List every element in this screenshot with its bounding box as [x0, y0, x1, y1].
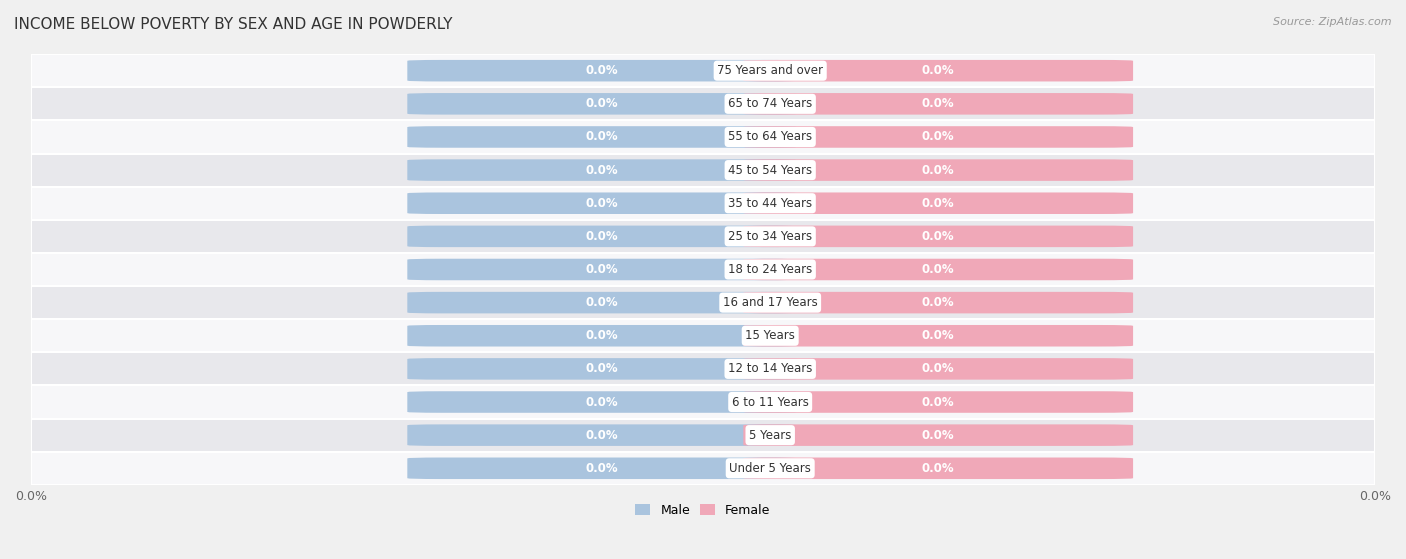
- Text: 0.0%: 0.0%: [922, 396, 955, 409]
- FancyBboxPatch shape: [408, 93, 797, 115]
- Text: 0.0%: 0.0%: [922, 263, 955, 276]
- Text: 45 to 54 Years: 45 to 54 Years: [728, 164, 813, 177]
- Bar: [31, 452, 1375, 485]
- FancyBboxPatch shape: [408, 358, 797, 380]
- FancyBboxPatch shape: [744, 457, 1133, 479]
- FancyBboxPatch shape: [408, 325, 797, 347]
- FancyBboxPatch shape: [744, 226, 1133, 247]
- Text: 0.0%: 0.0%: [922, 329, 955, 342]
- FancyBboxPatch shape: [744, 126, 1133, 148]
- Text: 0.0%: 0.0%: [586, 164, 619, 177]
- Text: 55 to 64 Years: 55 to 64 Years: [728, 130, 813, 144]
- FancyBboxPatch shape: [744, 192, 1133, 214]
- FancyBboxPatch shape: [744, 259, 1133, 280]
- FancyBboxPatch shape: [408, 457, 797, 479]
- Bar: [31, 187, 1375, 220]
- Text: 6 to 11 Years: 6 to 11 Years: [731, 396, 808, 409]
- FancyBboxPatch shape: [744, 292, 1133, 314]
- Text: 0.0%: 0.0%: [586, 97, 619, 110]
- FancyBboxPatch shape: [408, 391, 797, 413]
- FancyBboxPatch shape: [744, 325, 1133, 347]
- Bar: [31, 253, 1375, 286]
- Text: 0.0%: 0.0%: [922, 429, 955, 442]
- Bar: [31, 419, 1375, 452]
- Text: 0.0%: 0.0%: [586, 429, 619, 442]
- Bar: [31, 352, 1375, 386]
- Text: 0.0%: 0.0%: [586, 296, 619, 309]
- Text: 12 to 14 Years: 12 to 14 Years: [728, 362, 813, 376]
- Text: 0.0%: 0.0%: [922, 462, 955, 475]
- Text: 75 Years and over: 75 Years and over: [717, 64, 823, 77]
- Text: 25 to 34 Years: 25 to 34 Years: [728, 230, 813, 243]
- Text: 0.0%: 0.0%: [922, 362, 955, 376]
- Bar: [31, 154, 1375, 187]
- Bar: [31, 120, 1375, 154]
- Text: 35 to 44 Years: 35 to 44 Years: [728, 197, 813, 210]
- FancyBboxPatch shape: [744, 358, 1133, 380]
- Text: 0.0%: 0.0%: [922, 97, 955, 110]
- FancyBboxPatch shape: [744, 424, 1133, 446]
- FancyBboxPatch shape: [408, 126, 797, 148]
- Text: 65 to 74 Years: 65 to 74 Years: [728, 97, 813, 110]
- Text: 0.0%: 0.0%: [586, 362, 619, 376]
- Text: 0.0%: 0.0%: [586, 130, 619, 144]
- Text: 5 Years: 5 Years: [749, 429, 792, 442]
- Text: 0.0%: 0.0%: [586, 64, 619, 77]
- Text: 15 Years: 15 Years: [745, 329, 796, 342]
- Bar: [31, 386, 1375, 419]
- Text: 0.0%: 0.0%: [586, 462, 619, 475]
- FancyBboxPatch shape: [408, 192, 797, 214]
- FancyBboxPatch shape: [744, 391, 1133, 413]
- Text: 0.0%: 0.0%: [586, 263, 619, 276]
- Text: 0.0%: 0.0%: [922, 164, 955, 177]
- FancyBboxPatch shape: [408, 292, 797, 314]
- Text: 18 to 24 Years: 18 to 24 Years: [728, 263, 813, 276]
- Bar: [31, 87, 1375, 120]
- Text: 0.0%: 0.0%: [586, 329, 619, 342]
- Bar: [31, 54, 1375, 87]
- Bar: [31, 319, 1375, 352]
- FancyBboxPatch shape: [408, 424, 797, 446]
- Text: 0.0%: 0.0%: [586, 396, 619, 409]
- FancyBboxPatch shape: [408, 60, 797, 82]
- Text: 0.0%: 0.0%: [922, 130, 955, 144]
- Text: 0.0%: 0.0%: [586, 230, 619, 243]
- FancyBboxPatch shape: [744, 60, 1133, 82]
- Text: INCOME BELOW POVERTY BY SEX AND AGE IN POWDERLY: INCOME BELOW POVERTY BY SEX AND AGE IN P…: [14, 17, 453, 32]
- Legend: Male, Female: Male, Female: [630, 499, 776, 522]
- Bar: [31, 286, 1375, 319]
- FancyBboxPatch shape: [408, 159, 797, 181]
- Text: 0.0%: 0.0%: [586, 197, 619, 210]
- FancyBboxPatch shape: [744, 159, 1133, 181]
- Text: 0.0%: 0.0%: [922, 197, 955, 210]
- FancyBboxPatch shape: [408, 259, 797, 280]
- Text: 0.0%: 0.0%: [922, 230, 955, 243]
- Text: Source: ZipAtlas.com: Source: ZipAtlas.com: [1274, 17, 1392, 27]
- Text: 16 and 17 Years: 16 and 17 Years: [723, 296, 817, 309]
- Bar: [31, 220, 1375, 253]
- FancyBboxPatch shape: [408, 226, 797, 247]
- FancyBboxPatch shape: [744, 93, 1133, 115]
- Text: 0.0%: 0.0%: [922, 64, 955, 77]
- Text: Under 5 Years: Under 5 Years: [730, 462, 811, 475]
- Text: 0.0%: 0.0%: [922, 296, 955, 309]
